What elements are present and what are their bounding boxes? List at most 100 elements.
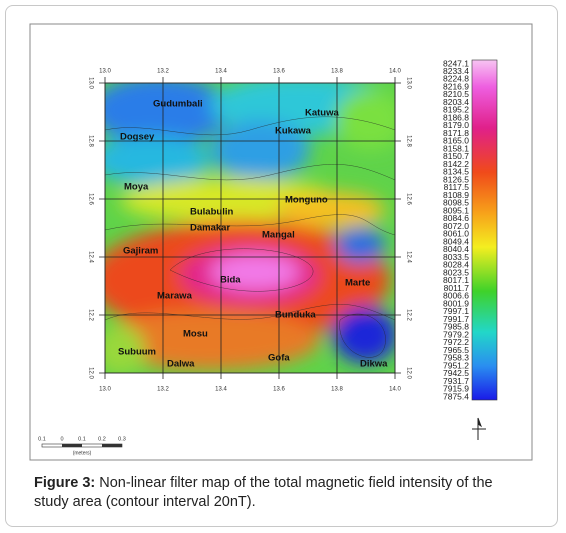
place-label: Dikwa (360, 359, 388, 370)
colorbar-label: 8011.7 (444, 283, 470, 293)
colorbar-label: 7875.4 (443, 391, 469, 401)
x-tick-label: 13.6 (273, 69, 285, 75)
y-tick-label: 12.6 (87, 193, 93, 205)
y-tick-label: 13.0 (87, 77, 93, 89)
x-tick-label: 13.8 (331, 387, 343, 393)
caption: Figure 3: Non-linear filter map of the t… (34, 474, 529, 512)
colorbar-label: 8028.4 (443, 260, 469, 270)
place-label: Bulabulin (190, 207, 233, 218)
colorbar-label: 8195.2 (443, 105, 469, 115)
caption-label: Figure 3: (34, 475, 96, 491)
x-tick-label: 14.0 (389, 69, 401, 75)
y-tick-label: 12.0 (87, 367, 93, 379)
scale-label: 0.1 (38, 436, 46, 442)
colorbar-label: 8233.4 (443, 66, 469, 76)
y-tick-label: 13.0 (405, 77, 411, 89)
x-tick-label: 14.0 (389, 387, 401, 393)
x-tick-label: 13.8 (331, 69, 343, 75)
colorbar-label: 8142.2 (443, 159, 469, 169)
place-label: Gofa (268, 353, 290, 364)
scale-label: 0.3 (118, 436, 126, 442)
x-tick-label: 13.4 (215, 387, 227, 393)
place-label: Monguno (285, 195, 328, 206)
colorbar-label: 8098.5 (443, 198, 469, 208)
colorbar-label: 8001.9 (443, 298, 469, 308)
figure-border (29, 23, 533, 461)
place-label: Gudumbali (153, 99, 203, 110)
colorbar-label: 8017.1 (443, 275, 469, 285)
colorbar-label: 8224.8 (443, 74, 469, 84)
x-tick-label: 13.0 (99, 69, 111, 75)
colorbar-label: 8040.4 (443, 244, 469, 254)
colorbar-label: 8165.0 (443, 136, 469, 146)
colorbar-label: 8095.1 (443, 205, 469, 215)
colorbar-label: 8158.1 (443, 143, 469, 153)
colorbar-label: 8134.5 (443, 167, 469, 177)
place-label: Dalwa (167, 359, 195, 370)
place-label: Kukawa (275, 126, 312, 137)
colorbar-label: 7972.2 (443, 337, 469, 347)
place-label: Bida (220, 275, 241, 286)
y-tick-label: 12.8 (405, 135, 411, 147)
colorbar-label: 8179.0 (443, 120, 469, 130)
x-tick-label: 13.2 (157, 69, 169, 75)
colorbar-label: 8084.6 (443, 213, 469, 223)
colorbar-label: 8216.9 (443, 81, 469, 91)
x-tick-label: 13.2 (157, 387, 169, 393)
colorbar-label: 8171.8 (443, 128, 469, 138)
colorbar-label: 7991.7 (443, 314, 469, 324)
place-label: Gajiram (123, 246, 158, 257)
y-tick-label: 12.8 (87, 135, 93, 147)
colorbar-label: 8006.6 (443, 291, 469, 301)
colorbar-label: 7985.8 (443, 322, 469, 332)
colorbar-label: 8023.5 (443, 267, 469, 277)
x-tick-label: 13.0 (99, 387, 111, 393)
y-tick-label: 12.6 (405, 193, 411, 205)
scale-bar (41, 443, 123, 448)
y-tick-label: 12.0 (405, 367, 411, 379)
scale-label: 0 (60, 436, 63, 442)
caption-text: Non-linear filter map of the total magne… (34, 475, 493, 510)
place-label: Katuwa (305, 108, 340, 119)
scale-label: 0.2 (98, 436, 106, 442)
magnetic-map (105, 83, 395, 373)
figure-frame (5, 5, 558, 527)
place-label: Damakar (190, 223, 230, 234)
scale-unit: (meters) (73, 450, 92, 456)
colorbar-label: 8061.0 (443, 229, 469, 239)
colorbar-label: 7965.5 (443, 345, 469, 355)
colorbar-label: 7979.2 (443, 329, 469, 339)
x-tick-label: 13.6 (273, 387, 285, 393)
colorbar-label: 8203.4 (443, 97, 469, 107)
y-tick-label: 12.2 (405, 309, 411, 321)
colorbar-label: 7942.5 (443, 368, 469, 378)
x-tick-label: 13.4 (215, 69, 227, 75)
place-label: Marte (345, 278, 370, 289)
colorbar-label: 8049.4 (443, 236, 469, 246)
colorbar-label: 8210.5 (443, 89, 469, 99)
place-label: Moya (124, 182, 149, 193)
colorbar-label: 7915.9 (443, 384, 469, 394)
place-label: Mosu (183, 329, 208, 340)
colorbar-label: 8247.1 (443, 58, 469, 68)
place-label: Subuum (118, 347, 156, 358)
colorbar-label: 8126.5 (443, 174, 469, 184)
place-label: Mangal (262, 230, 295, 241)
colorbar-label: 7931.7 (443, 376, 469, 386)
colorbar-label: 7997.1 (443, 306, 469, 316)
colorbar-label: 7958.3 (443, 353, 469, 363)
colorbar-label: 8072.0 (443, 221, 469, 231)
colorbar-label: 8150.7 (443, 151, 469, 161)
colorbar-label: 7951.2 (443, 360, 469, 370)
colorbar-label: 8186.8 (443, 112, 469, 122)
colorbar-label: 8033.5 (443, 252, 469, 262)
y-tick-label: 12.2 (87, 309, 93, 321)
colorbar-label: 8117.5 (444, 182, 470, 192)
place-label: Dogsey (120, 132, 155, 143)
place-label: Marawa (157, 291, 193, 302)
y-tick-label: 12.4 (87, 251, 93, 263)
north-arrow (472, 417, 486, 440)
place-label: Bunduka (275, 310, 316, 321)
